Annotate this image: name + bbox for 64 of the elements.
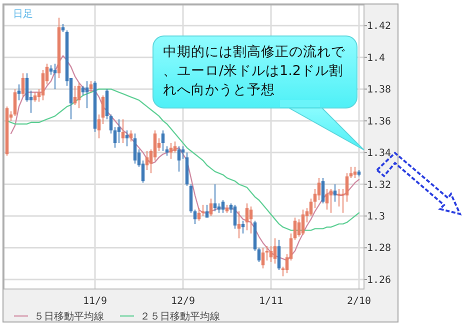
annotation: 中期的には割高修正の流れで、ユーロ/米ドルは1.2ドル割れへ向かうと予想 bbox=[163, 44, 346, 98]
y-tick-label: 1.26 bbox=[367, 274, 392, 286]
candlestick bbox=[81, 85, 85, 96]
candlestick bbox=[261, 247, 265, 269]
candlestick bbox=[329, 188, 333, 214]
candlestick bbox=[161, 130, 165, 152]
y-tick-label: 1.4 bbox=[367, 52, 386, 64]
legend-label: ５日移動平均線 bbox=[34, 310, 104, 322]
candlestick bbox=[269, 246, 273, 263]
candlestick bbox=[265, 246, 269, 261]
candlestick bbox=[21, 72, 25, 98]
candlestick bbox=[41, 70, 45, 101]
candlestick bbox=[25, 72, 29, 102]
candlestick bbox=[129, 130, 133, 142]
candlestick bbox=[17, 84, 21, 101]
y-tick-label: 1.28 bbox=[367, 243, 392, 254]
x-tick-label: 2/10 bbox=[346, 296, 372, 307]
x-tick-label: 12/9 bbox=[170, 296, 196, 307]
candlestick bbox=[273, 238, 277, 264]
x-tick-label: 1/11 bbox=[258, 296, 284, 307]
candlestick bbox=[349, 166, 353, 178]
candlestick bbox=[101, 94, 105, 124]
candlestick bbox=[337, 188, 341, 207]
candlestick bbox=[301, 209, 305, 236]
candlestick bbox=[117, 118, 121, 144]
x-tick-label: 11/9 bbox=[82, 296, 108, 307]
candlestick bbox=[353, 166, 357, 178]
annotation: 日足 bbox=[13, 9, 33, 20]
legend-label: ２５日移動平均線 bbox=[140, 310, 220, 322]
candlestick bbox=[85, 80, 89, 109]
candlestick bbox=[257, 247, 261, 263]
candlestick bbox=[277, 239, 281, 270]
candlestick bbox=[13, 88, 17, 117]
y-tick-label: 1.3 bbox=[367, 212, 386, 223]
candlestick bbox=[109, 114, 113, 134]
candlestick bbox=[133, 133, 137, 164]
candlestick bbox=[245, 202, 249, 231]
y-tick-label: 1.36 bbox=[367, 116, 392, 128]
candlestick bbox=[345, 172, 349, 202]
y-tick-label: 1.34 bbox=[367, 148, 392, 160]
candlestick bbox=[209, 198, 213, 217]
candlestick bbox=[317, 177, 321, 201]
candlestick bbox=[113, 126, 117, 148]
candlestick bbox=[233, 204, 237, 230]
candlestick bbox=[321, 177, 325, 204]
candlestick bbox=[125, 130, 129, 147]
candlestick bbox=[173, 140, 177, 154]
candlestick bbox=[293, 217, 297, 240]
candlestick bbox=[121, 118, 125, 144]
candlestick bbox=[309, 198, 313, 217]
y-tick-label: 1.32 bbox=[367, 180, 392, 191]
candlestick bbox=[77, 82, 81, 109]
candlestick bbox=[297, 218, 301, 238]
y-tick-label: 1.38 bbox=[367, 84, 392, 96]
y-tick-label: 1.42 bbox=[367, 21, 392, 32]
candlestick bbox=[325, 188, 329, 210]
candlestick bbox=[177, 146, 181, 172]
candlestick bbox=[73, 85, 77, 106]
candlestick bbox=[221, 200, 225, 214]
candlestick bbox=[201, 204, 205, 217]
candlestick bbox=[333, 184, 337, 202]
candlestick bbox=[97, 114, 101, 139]
candlestick bbox=[249, 206, 253, 234]
candlestick bbox=[153, 130, 157, 161]
